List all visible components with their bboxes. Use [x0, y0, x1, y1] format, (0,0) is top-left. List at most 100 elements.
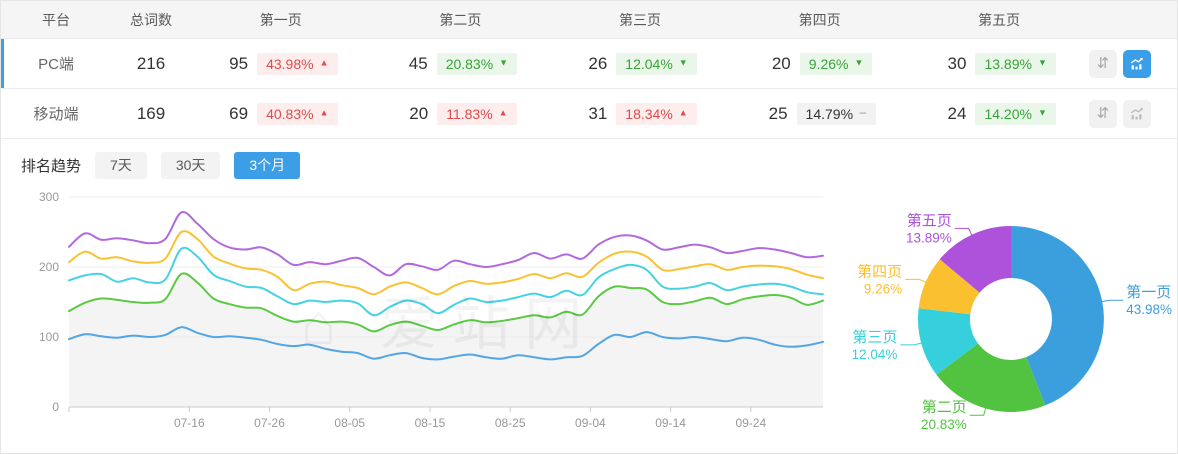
page-count-value: 45: [408, 53, 428, 73]
svg-text:300: 300: [39, 190, 59, 204]
change-percent-value: 43.98%: [266, 55, 314, 72]
arrow-up-icon: ▲: [498, 107, 508, 118]
change-percent-badge: 18.34% ▲: [616, 102, 697, 125]
donut-label-name: 第四页: [857, 263, 902, 281]
total-words-value: 169: [136, 103, 166, 123]
trend-tab-1[interactable]: 30天: [160, 152, 221, 180]
column-header-2: 第一页: [259, 11, 302, 28]
show-trend-chart-button[interactable]: [1122, 99, 1151, 128]
sort-rank-button[interactable]: ⇵: [1088, 49, 1117, 78]
row-selected-indicator: [1, 89, 4, 138]
change-percent-badge: 20.83% ▼: [436, 52, 518, 75]
page-count-value: 25: [768, 103, 788, 123]
donut-label-leader: [900, 342, 924, 346]
change-percent-value: 11.83%: [446, 105, 493, 122]
change-percent-value: 18.34%: [625, 105, 673, 122]
change-percent-value: 14.20%: [984, 105, 1032, 122]
table-row-移动端[interactable]: 移动端 169 69 40.83% ▲ 20 11.83% ▲ 31 18.34% ▲ 25 14.79…: [1, 89, 1177, 139]
donut-label-leader: [954, 228, 973, 238]
trend-tab-0[interactable]: 7天: [95, 152, 147, 180]
column-header-6: 第五页: [978, 11, 1021, 28]
line-chart-svg[interactable]: 0 100 200 300 07-16 07-26 08-05 08-15 08-25 09-04…: [1, 185, 839, 447]
change-percent-badge: 43.98% ▲: [257, 52, 338, 75]
trend-title: 排名趋势: [21, 158, 82, 176]
page-2-cell: 20 11.83% ▲: [371, 102, 551, 125]
column-header-1: 总词数: [130, 11, 172, 28]
donut-slice-第五页[interactable]: [939, 226, 1011, 293]
svg-text:0: 0: [52, 400, 59, 414]
svg-text:08-05: 08-05: [334, 416, 365, 430]
platform-label: 移动端: [33, 106, 79, 123]
page-1-cell: 69 40.83% ▲: [191, 102, 371, 125]
row-selected-indicator: [1, 39, 4, 88]
page-2-cell: 45 20.83% ▼: [371, 52, 551, 75]
line-series-第五页: [68, 211, 824, 277]
table-body: PC端 216 95 43.98% ▲ 45 20.83% ▼ 26 12.04% ▼ 20 9.26%…: [1, 39, 1177, 139]
donut-slice-第四页[interactable]: [918, 259, 980, 315]
change-percent-value: 14.79%: [805, 105, 854, 122]
svg-text:08-25: 08-25: [495, 416, 526, 430]
donut-slice-第一页[interactable]: [1011, 226, 1104, 406]
sort-rank-button[interactable]: ⇵: [1088, 99, 1117, 128]
svg-text:08-15: 08-15: [415, 416, 446, 430]
donut-label-percent: 20.83%: [921, 418, 967, 433]
rank-table: 平台 总词数 第一页 第二页 第三页 第四页 第五页 PC端 216 95 43.98% ▲ 45 20…: [1, 1, 1177, 139]
page-5-cell: 30 13.89% ▼: [909, 52, 1089, 75]
change-percent-badge: 13.89% ▼: [975, 52, 1056, 75]
page-1-cell: 95 43.98% ▲: [191, 52, 371, 75]
row-actions: ⇵: [1088, 49, 1177, 78]
line-series-第三页: [68, 247, 824, 317]
page-4-cell: 25 14.79% −: [730, 102, 910, 125]
trend-chart-icon: [1130, 57, 1143, 69]
trend-line-chart[interactable]: ⌂ 爱站网 010020030007-1607-2608-0508-1508-2…: [1, 185, 839, 453]
change-percent-value: 13.89%: [984, 55, 1032, 72]
svg-text:09-14: 09-14: [655, 416, 686, 430]
donut-label-name: 第二页: [922, 399, 967, 417]
donut-label-leader: [905, 279, 928, 284]
column-header-0: 平台: [42, 11, 70, 28]
page-count-value: 26: [588, 53, 608, 73]
svg-text:09-24: 09-24: [735, 416, 766, 430]
column-header-3: 第二页: [439, 11, 482, 28]
show-trend-chart-button[interactable]: [1122, 49, 1151, 78]
table-header: 平台 总词数 第一页 第二页 第三页 第四页 第五页: [1, 1, 1177, 39]
trend-range-tabs: 7天 30天 3个月: [95, 152, 301, 180]
trend-toolbar: 排名趋势 7天 30天 3个月: [1, 139, 1177, 185]
line-series-第二页: [68, 272, 824, 333]
change-percent-badge: 12.04% ▼: [616, 52, 697, 75]
arrow-up-icon: ▲: [319, 57, 329, 68]
column-header-5: 第四页: [798, 11, 841, 28]
arrow-down-icon: ▼: [1037, 107, 1047, 118]
donut-label-leader: [1100, 300, 1124, 303]
change-percent-value: 9.26%: [808, 55, 849, 72]
arrow-up-icon: ▲: [678, 107, 688, 118]
table-row-PC端[interactable]: PC端 216 95 43.98% ▲ 45 20.83% ▼ 26 12.04% ▼ 20 9.26%…: [1, 39, 1177, 89]
svg-text:200: 200: [39, 260, 59, 274]
change-percent-value: 20.83%: [445, 55, 494, 72]
trend-tab-2[interactable]: 3个月: [234, 152, 301, 180]
page-count-value: 95: [229, 53, 249, 73]
page-count-value: 30: [947, 53, 967, 73]
trend-chart-icon: [1130, 107, 1143, 119]
row-actions: ⇵: [1088, 99, 1177, 128]
sort-updown-icon: ⇵: [1096, 105, 1110, 122]
change-percent-value: 40.83%: [266, 105, 314, 122]
donut-label-leader: [969, 406, 987, 417]
total-words-value: 216: [136, 53, 166, 73]
donut-slice-第三页[interactable]: [917, 308, 979, 375]
platform-label: PC端: [38, 56, 74, 73]
dash-flat-icon: −: [859, 105, 867, 121]
donut-label-percent: 9.26%: [864, 282, 902, 297]
page-count-value: 20: [409, 103, 429, 123]
donut-label-name: 第五页: [907, 212, 952, 230]
charts-area: ⌂ 爱站网 010020030007-1607-2608-0508-1508-2…: [1, 185, 1177, 454]
svg-text:09-04: 09-04: [575, 416, 606, 430]
page-count-value: 20: [771, 53, 791, 73]
sort-updown-icon: ⇵: [1096, 55, 1110, 72]
change-percent-badge: 14.79% −: [796, 102, 876, 125]
change-percent-badge: 9.26% ▼: [799, 52, 873, 75]
donut-slice-第二页[interactable]: [936, 343, 1046, 413]
donut-label-name: 第三页: [852, 328, 897, 346]
